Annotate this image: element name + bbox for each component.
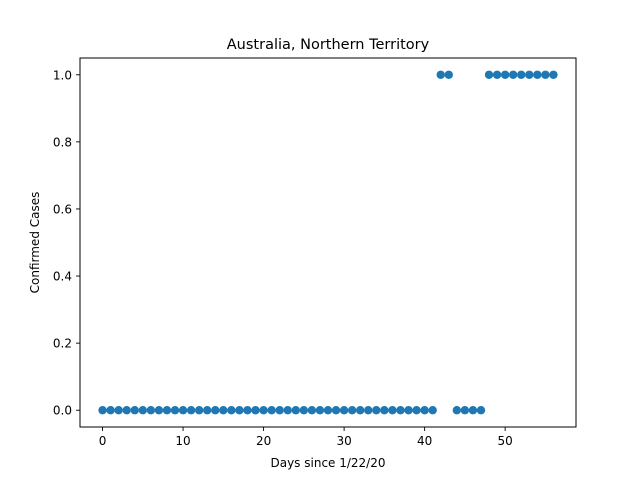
- x-tick-label: 0: [99, 434, 107, 448]
- x-tick-label: 20: [256, 434, 271, 448]
- y-axis-ticks: 0.0 0.2 0.4 0.6 0.8 1.0: [53, 68, 80, 418]
- data-point: [331, 406, 341, 415]
- data-point: [444, 70, 453, 79]
- data-point: [380, 406, 389, 415]
- data-point: [227, 406, 236, 415]
- data-point: [500, 70, 510, 79]
- data-point: [243, 406, 252, 415]
- y-tick-label: 0.4: [53, 270, 72, 284]
- data-point: [323, 406, 333, 415]
- data-point: [146, 406, 156, 415]
- data-point: [452, 406, 462, 415]
- data-point: [525, 70, 534, 79]
- data-point: [170, 406, 180, 415]
- data-point: [219, 406, 228, 415]
- data-point: [476, 406, 486, 415]
- data-point: [307, 406, 317, 415]
- plot-area-frame: [79, 57, 577, 428]
- y-tick-label: 1.0: [53, 68, 72, 82]
- data-point: [186, 406, 196, 415]
- data-point: [130, 406, 139, 415]
- data-point: [364, 406, 373, 415]
- data-point: [460, 406, 470, 415]
- data-point: [154, 406, 164, 415]
- data-point: [541, 70, 550, 79]
- y-tick-label: 0.0: [53, 404, 72, 418]
- data-point: [275, 406, 284, 415]
- x-tick-label: 10: [175, 434, 190, 448]
- x-tick-label: 30: [336, 434, 351, 448]
- y-tick-label: 0.2: [53, 337, 72, 351]
- data-point: [122, 406, 131, 415]
- data-point: [420, 406, 429, 415]
- data-point: [315, 406, 325, 415]
- data-point: [98, 406, 107, 415]
- x-tick-label: 50: [498, 434, 513, 448]
- y-axis-label: Confirmed Cases: [28, 192, 42, 294]
- data-point: [178, 406, 188, 415]
- data-point: [356, 406, 365, 415]
- data-point: [428, 406, 437, 415]
- data-point: [203, 406, 212, 415]
- data-point: [533, 70, 542, 79]
- data-point: [114, 406, 123, 415]
- x-axis-ticks: 0 10 20 30 40 50: [99, 427, 513, 448]
- data-point: [468, 406, 478, 415]
- chart-title: Australia, Northern Territory: [227, 37, 430, 53]
- x-tick-label: 40: [417, 434, 432, 448]
- data-point: [549, 70, 558, 79]
- data-point: [404, 406, 413, 415]
- x-axis-label: Days since 1/22/20: [270, 456, 385, 470]
- y-tick-label: 0.6: [53, 202, 72, 216]
- data-point: [283, 406, 292, 415]
- data-point: [259, 406, 268, 415]
- data-point: [194, 406, 204, 415]
- y-tick-label: 0.8: [53, 135, 72, 149]
- data-point: [251, 406, 260, 415]
- data-point: [299, 406, 309, 415]
- data-point: [211, 406, 220, 415]
- data-point: [436, 70, 445, 79]
- data-point: [372, 406, 381, 415]
- data-point: [162, 406, 172, 415]
- data-point: [508, 70, 518, 79]
- data-point: [412, 406, 421, 415]
- data-point: [492, 70, 502, 79]
- data-point: [396, 406, 405, 415]
- data-point: [517, 70, 526, 79]
- data-point: [339, 406, 349, 415]
- data-point: [138, 406, 148, 415]
- data-point: [388, 406, 397, 415]
- data-point: [235, 406, 244, 415]
- data-point: [291, 406, 300, 415]
- data-point: [347, 406, 357, 415]
- data-points: [98, 70, 558, 415]
- data-point: [267, 406, 276, 415]
- data-point: [106, 406, 115, 415]
- data-point: [484, 70, 494, 79]
